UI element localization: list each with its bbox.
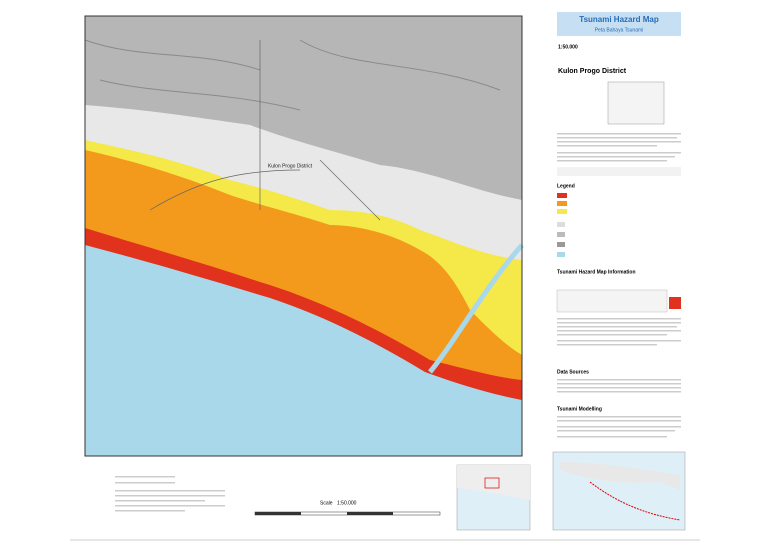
section-title: Tsunami Hazard Map Information <box>557 269 636 275</box>
main-map: Kulon Progo District <box>84 15 524 457</box>
scale-value: 1:50.000 <box>337 500 357 506</box>
inset-trench <box>589 481 681 521</box>
roads <box>149 40 381 221</box>
scale-bar-segment <box>255 512 301 515</box>
scale-ratio: 1:50.000 <box>558 44 578 50</box>
logos <box>557 167 681 176</box>
side-panel: Tsunami Hazard Map Peta Bahaya Tsunami 1… <box>552 12 686 531</box>
text-block <box>557 416 681 438</box>
section-title: Data Sources <box>557 369 589 375</box>
text-block <box>557 318 681 346</box>
subtitle: Peta Bahaya Tsunami <box>595 27 644 33</box>
legend-swatch <box>557 209 567 214</box>
inset-extent <box>484 477 500 489</box>
title: Tsunami Hazard Map <box>579 15 659 24</box>
inset-land <box>560 462 680 490</box>
river <box>428 243 524 374</box>
hills <box>85 16 522 200</box>
index-grid <box>607 81 665 125</box>
legend-swatch <box>557 252 565 257</box>
legend-swatch <box>557 193 567 198</box>
ridges <box>84 39 501 111</box>
text-block <box>557 133 681 162</box>
info-swatch <box>669 297 681 309</box>
legend-swatch <box>557 222 565 227</box>
scale-label: Scale <box>320 500 333 506</box>
section-title: Tsunami Modelling <box>557 406 602 412</box>
sea <box>85 245 522 456</box>
bottom-panel: Scale 1:50.000 <box>115 464 531 531</box>
section-title: Legend <box>557 183 575 189</box>
title-box <box>557 12 681 36</box>
legend-swatch <box>557 201 567 206</box>
map-notes <box>115 476 225 512</box>
district: Kulon Progo District <box>558 68 627 75</box>
scale-bar-segment <box>347 512 393 515</box>
text-block <box>557 379 681 393</box>
map-frame <box>84 15 523 457</box>
info-table <box>556 289 668 313</box>
legend-swatch <box>557 232 565 237</box>
map-place-label: Kulon Progo District <box>268 163 313 169</box>
inset-land <box>457 465 530 500</box>
legend-swatch <box>557 242 565 247</box>
